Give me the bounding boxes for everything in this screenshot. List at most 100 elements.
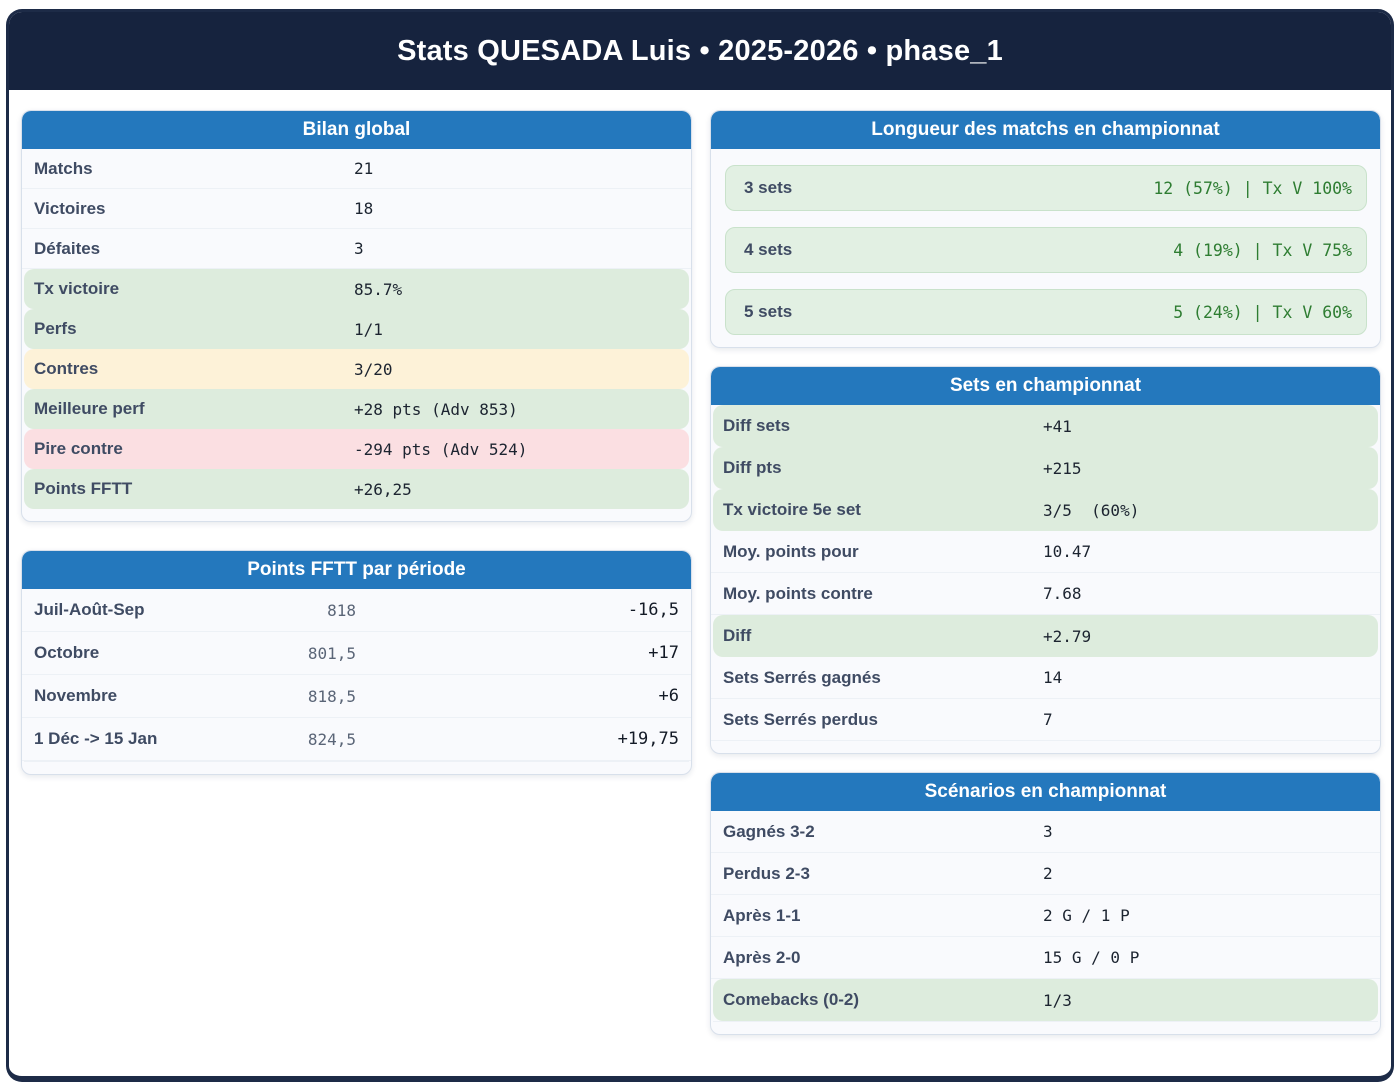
stat-label: Comebacks (0-2): [723, 990, 860, 1009]
stat-label: Sets Serrés perdus: [723, 709, 878, 729]
stat-row: Diff sets +41: [713, 405, 1378, 447]
match-length-row: 4 sets 4 (19%) | Tx V 75%: [725, 227, 1367, 273]
stat-value: 3/20: [354, 359, 393, 379]
page-title: Stats QUESADA Luis • 2025-2026 • phase_1: [397, 34, 1003, 67]
stat-value: 1/3: [1043, 990, 1072, 1010]
stat-value: +215: [1043, 458, 1082, 478]
stat-value: 3: [354, 239, 364, 258]
content-area: Bilan global Matchs 21 Victoires 18 Défaites…: [9, 90, 1391, 1035]
stat-value: 85.7%: [354, 279, 403, 299]
period-label: Octobre: [34, 643, 100, 662]
panel-sets-championnat: Sets en championnat Diff sets +41 Diff pts…: [710, 366, 1381, 754]
stat-row: Après 1-1 2 G / 1 P: [711, 895, 1380, 937]
stat-value: 3/5 (60%): [1043, 500, 1140, 520]
stat-value: 2 G / 1 P: [1043, 906, 1130, 925]
stat-row: Contres 3/20: [24, 349, 689, 389]
stat-label: Après 2-0: [723, 947, 801, 967]
match-length-label: 3 sets: [744, 178, 793, 197]
match-length-row: 3 sets 12 (57%) | Tx V 100%: [725, 165, 1367, 211]
stat-label: Diff: [723, 626, 752, 645]
stat-value: +2.79: [1043, 626, 1092, 646]
stat-value: 14: [1043, 668, 1063, 687]
stat-value: 15 G / 0 P: [1043, 948, 1140, 967]
period-row: 1 Déc -> 15 Jan 824,5 +19,75: [22, 718, 691, 761]
stat-label: Gagnés 3-2: [723, 821, 815, 841]
period-points: 824,5: [307, 729, 356, 749]
period-delta: +17: [648, 643, 679, 663]
stat-row: Sets Serrés perdus 7: [711, 699, 1380, 741]
panel-longueur-matchs-title: Longueur des matchs en championnat: [711, 111, 1380, 149]
panel-longueur-matchs-body: 3 sets 12 (57%) | Tx V 100% 4 sets 4 (19%) …: [711, 149, 1380, 347]
stat-row: Après 2-0 15 G / 0 P: [711, 937, 1380, 979]
stat-row: Moy. points contre 7.68: [711, 573, 1380, 615]
stat-label: Pire contre: [34, 439, 123, 458]
left-column: Bilan global Matchs 21 Victoires 18 Défaites…: [21, 110, 692, 775]
period-delta: +6: [658, 686, 679, 706]
panel-bilan-global-body: Matchs 21 Victoires 18 Défaites 3 Tx victoire 8…: [22, 149, 691, 521]
panel-scenarios-championnat-body: Gagnés 3-2 3 Perdus 2-3 2 Après 1-1 2 G / 1 P…: [711, 811, 1380, 1034]
stat-label: Contres: [34, 359, 99, 378]
stat-label: Moy. points contre: [723, 583, 873, 603]
period-label: Juil-Août-Sep: [34, 600, 145, 619]
stat-value: 7.68: [1043, 584, 1082, 603]
stat-value: 3: [1043, 822, 1053, 841]
match-length-row: 5 sets 5 (24%) | Tx V 60%: [725, 289, 1367, 335]
match-length-value: 4 (19%) | Tx V 75%: [1173, 240, 1352, 260]
period-row: Juil-Août-Sep 818 -16,5: [22, 589, 691, 632]
stat-row: Défaites 3: [22, 229, 691, 269]
period-row: Novembre 818,5 +6: [22, 675, 691, 718]
panel-sets-championnat-title: Sets en championnat: [711, 367, 1380, 405]
panel-longueur-matchs: Longueur des matchs en championnat 3 set…: [710, 110, 1381, 348]
stat-label: Perfs: [34, 319, 77, 338]
right-column: Longueur des matchs en championnat 3 set…: [710, 110, 1381, 1035]
panel-bilan-global-title: Bilan global: [22, 111, 691, 149]
stat-value: 10.47: [1043, 542, 1092, 561]
match-length-value: 12 (57%) | Tx V 100%: [1153, 178, 1352, 198]
stat-label: Après 1-1: [723, 905, 801, 925]
stat-row: Matchs 21: [22, 149, 691, 189]
period-points: 818: [327, 600, 356, 620]
stat-value: 7: [1043, 710, 1053, 729]
stat-row: Pire contre -294 pts (Adv 524): [24, 429, 689, 469]
panel-scenarios-championnat-title: Scénarios en championnat: [711, 773, 1380, 811]
stat-row: Victoires 18: [22, 189, 691, 229]
stat-row: Diff +2.79: [713, 615, 1378, 657]
stat-row: Meilleure perf +28 pts (Adv 853): [24, 389, 689, 429]
panel-bilan-global: Bilan global Matchs 21 Victoires 18 Défaites…: [21, 110, 692, 522]
stat-value: 18: [354, 199, 374, 218]
panel-sets-championnat-body: Diff sets +41 Diff pts +215 Tx victoire 5e s…: [711, 405, 1380, 753]
stat-value: -294 pts (Adv 524): [354, 439, 528, 459]
stat-row: Comebacks (0-2) 1/3: [713, 979, 1378, 1021]
period-delta: -16,5: [627, 600, 679, 620]
panel-points-fftt-periode-body: Juil-Août-Sep 818 -16,5 Octobre 801,5 +17 Nove…: [22, 589, 691, 774]
stat-row: Tx victoire 5e set 3/5 (60%): [713, 489, 1378, 531]
app-frame: Stats QUESADA Luis • 2025-2026 • phase_1…: [6, 9, 1394, 1082]
panel-points-fftt-periode-title: Points FFTT par période: [22, 551, 691, 589]
stat-label: Meilleure perf: [34, 399, 145, 418]
stat-label: Moy. points pour: [723, 541, 859, 561]
stat-row: Perdus 2-3 2: [711, 853, 1380, 895]
stat-row: Sets Serrés gagnés 14: [711, 657, 1380, 699]
stat-value: 2: [1043, 864, 1053, 883]
stat-value: +41: [1043, 416, 1072, 436]
stat-label: Perdus 2-3: [723, 863, 810, 883]
period-delta: +19,75: [617, 729, 679, 749]
stat-label: Diff pts: [723, 458, 782, 477]
stat-value: 21: [354, 159, 374, 178]
panel-points-fftt-periode: Points FFTT par période Juil-Août-Sep 818…: [21, 550, 692, 775]
match-length-label: 5 sets: [744, 302, 793, 321]
stat-label: Points FFTT: [34, 479, 133, 498]
stat-row: Gagnés 3-2 3: [711, 811, 1380, 853]
stat-value: +26,25: [354, 479, 412, 499]
stat-value: +28 pts (Adv 853): [354, 399, 518, 419]
stat-label: Défaites: [34, 238, 101, 258]
stat-row: Points FFTT +26,25: [24, 469, 689, 509]
stat-label: Tx victoire 5e set: [723, 500, 861, 519]
stat-row: Moy. points pour 10.47: [711, 531, 1380, 573]
period-points: 801,5: [307, 643, 356, 663]
period-label: Novembre: [34, 686, 118, 705]
stat-row: Diff pts +215: [713, 447, 1378, 489]
period-points: 818,5: [307, 686, 356, 706]
stat-row: Tx victoire 85.7%: [24, 269, 689, 309]
stat-label: Tx victoire: [34, 279, 120, 298]
